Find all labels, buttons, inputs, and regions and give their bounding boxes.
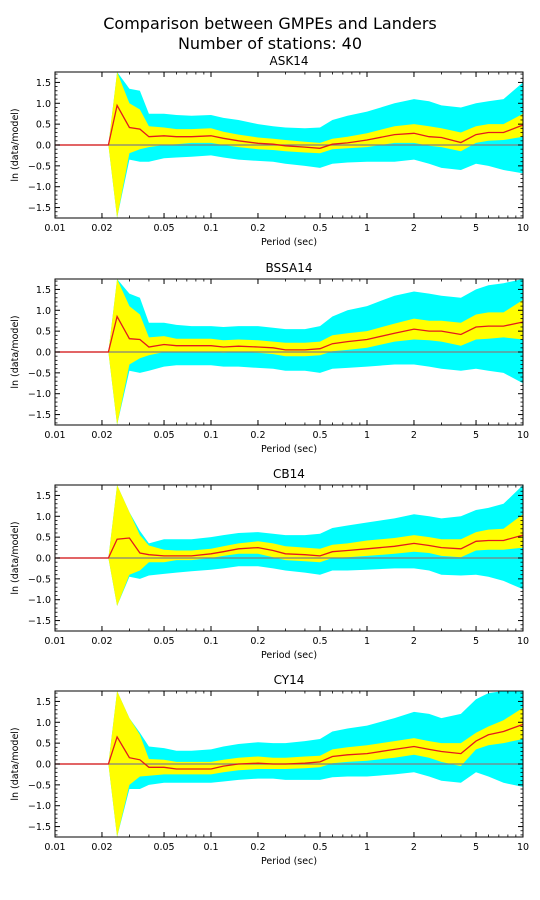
y-tick-label: −1.5	[28, 822, 51, 833]
y-tick-label: −1.5	[28, 410, 51, 421]
y-tick-label: −1.0	[28, 182, 51, 193]
y-tick-label: 1.5	[36, 285, 51, 296]
chart-panel-4: 0.01 0.02 0.05 0.1 0.2 0.5 1 2 5 10 −1.5 −1.0 −0.5 0.…	[10, 673, 529, 867]
y-tick-label: 0.0	[36, 348, 51, 359]
y-tick-label: 0.5	[36, 533, 51, 544]
x-tick-label: 5	[473, 223, 479, 234]
x-axis-label: Period (sec)	[261, 856, 317, 867]
y-tick-label: 1.0	[36, 512, 51, 523]
panel-title: CY14	[274, 673, 305, 687]
x-tick-label: 1	[364, 842, 370, 853]
x-tick-label: 0.01	[44, 636, 65, 647]
panel-title: ASK14	[270, 54, 309, 68]
x-tick-label: 0.05	[153, 430, 174, 441]
figure-title: Comparison between GMPEs and Landers Num…	[0, 14, 540, 54]
y-axis-label: ln (data/model)	[10, 315, 21, 388]
x-tick-label: 0.1	[203, 842, 218, 853]
y-tick-label: 1.5	[36, 78, 51, 89]
y-tick-label: −0.5	[28, 161, 51, 172]
x-axis-label: Period (sec)	[261, 650, 317, 661]
x-tick-label: 0.2	[250, 223, 265, 234]
y-tick-label: 1.5	[36, 491, 51, 502]
x-tick-label: 0.5	[312, 223, 327, 234]
y-tick-label: 0.0	[36, 760, 51, 771]
y-tick-label: 0.5	[36, 739, 51, 750]
x-tick-label: 2	[411, 636, 417, 647]
chart-panel-1: 0.01 0.02 0.05 0.1 0.2 0.5 1 2 5 10 −1.5 −1.0 −0.5 0.…	[10, 54, 529, 248]
y-tick-label: 0.0	[36, 141, 51, 152]
y-tick-label: −0.5	[28, 368, 51, 379]
x-tick-label: 1	[364, 223, 370, 234]
x-tick-label: 0.1	[203, 636, 218, 647]
x-tick-label: 0.02	[91, 223, 112, 234]
x-axis-label: Period (sec)	[261, 237, 317, 248]
y-tick-label: −0.5	[28, 574, 51, 585]
y-tick-label: −1.0	[28, 595, 51, 606]
x-tick-label: 0.2	[250, 430, 265, 441]
x-tick-label: 0.5	[312, 430, 327, 441]
outer-band	[55, 485, 523, 606]
y-axis-label: ln (data/model)	[10, 108, 21, 181]
x-tick-label: 0.01	[44, 223, 65, 234]
y-tick-label: 0.5	[36, 120, 51, 131]
plot-area	[55, 279, 523, 425]
mean-line	[55, 534, 523, 559]
x-tick-label: 5	[473, 842, 479, 853]
figure-title-line-1: Comparison between GMPEs and Landers	[103, 14, 437, 33]
x-tick-label: 0.05	[153, 223, 174, 234]
x-tick-label: 10	[517, 223, 529, 234]
chart-panel-3: 0.01 0.02 0.05 0.1 0.2 0.5 1 2 5 10 −1.5 −1.0 −0.5 0.…	[10, 467, 529, 661]
x-tick-label: 1	[364, 636, 370, 647]
x-tick-label: 10	[517, 842, 529, 853]
y-tick-label: −1.0	[28, 389, 51, 400]
x-tick-label: 2	[411, 430, 417, 441]
x-tick-label: 10	[517, 430, 529, 441]
y-tick-label: 1.0	[36, 306, 51, 317]
x-tick-label: 10	[517, 636, 529, 647]
panel-title: CB14	[273, 467, 305, 481]
x-tick-label: 5	[473, 636, 479, 647]
x-tick-label: 0.5	[312, 636, 327, 647]
y-tick-label: −1.0	[28, 801, 51, 812]
plot-area	[55, 72, 523, 218]
mean-line	[55, 103, 523, 149]
y-axis-label: ln (data/model)	[10, 521, 21, 594]
x-tick-label: 2	[411, 223, 417, 234]
x-tick-label: 0.02	[91, 636, 112, 647]
x-tick-label: 0.1	[203, 223, 218, 234]
x-tick-label: 0.01	[44, 842, 65, 853]
y-tick-label: 1.5	[36, 697, 51, 708]
x-tick-label: 0.05	[153, 636, 174, 647]
x-tick-label: 0.2	[250, 842, 265, 853]
plot-area	[55, 691, 523, 837]
y-tick-label: 0.0	[36, 554, 51, 565]
y-tick-label: 1.0	[36, 718, 51, 729]
mean-line	[55, 314, 523, 353]
x-tick-label: 0.01	[44, 430, 65, 441]
y-tick-label: 1.0	[36, 99, 51, 110]
x-tick-label: 0.02	[91, 842, 112, 853]
x-tick-label: 0.02	[91, 430, 112, 441]
x-tick-label: 2	[411, 842, 417, 853]
y-tick-label: −1.5	[28, 203, 51, 214]
y-axis-label: ln (data/model)	[10, 727, 21, 800]
y-tick-label: 0.5	[36, 327, 51, 338]
chart-panel-2: 0.01 0.02 0.05 0.1 0.2 0.5 1 2 5 10 −1.5 −1.0 −0.5 0.…	[10, 261, 529, 455]
panel-title: BSSA14	[266, 261, 313, 275]
plot-area	[55, 485, 523, 606]
figure-title-line-2: Number of stations: 40	[177, 34, 363, 53]
x-tick-label: 5	[473, 430, 479, 441]
x-tick-label: 0.1	[203, 430, 218, 441]
x-axis-label: Period (sec)	[261, 444, 317, 455]
x-tick-label: 0.5	[312, 842, 327, 853]
x-tick-label: 0.2	[250, 636, 265, 647]
y-tick-label: −0.5	[28, 780, 51, 791]
x-tick-label: 1	[364, 430, 370, 441]
x-tick-label: 0.05	[153, 842, 174, 853]
y-tick-label: −1.5	[28, 616, 51, 627]
mean-line	[55, 723, 523, 770]
